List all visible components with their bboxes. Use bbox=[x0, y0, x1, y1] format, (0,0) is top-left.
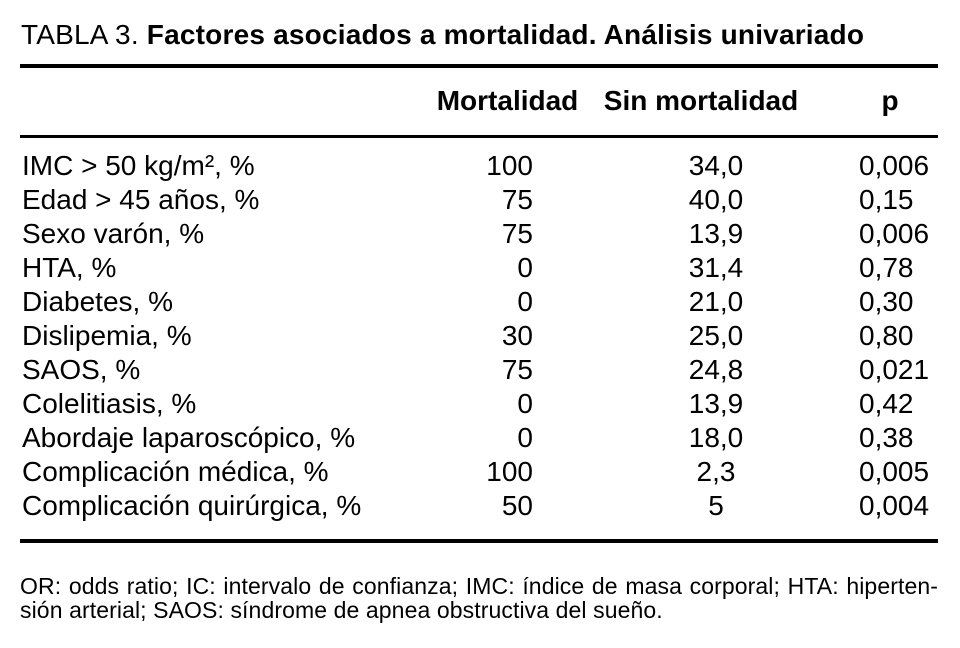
p-value-cell: 0,004 bbox=[859, 490, 930, 521]
factor-cell: Edad > 45 años, % bbox=[22, 184, 260, 215]
table-number: TABLA 3. bbox=[21, 19, 139, 50]
factor-cell: HTA, % bbox=[22, 252, 117, 283]
p-value-cell: 0,42 bbox=[859, 388, 914, 419]
table-row: Diabetes, % 0 21,0 0,30 bbox=[20, 285, 938, 319]
factor-cell: Complicación médica, % bbox=[22, 456, 329, 487]
p-value-cell: 0,78 bbox=[859, 252, 914, 283]
footnote-line-2: sión arterial; SAOS: síndrome de apnea o… bbox=[20, 597, 663, 623]
table-footnote: OR: odds ratio; IC: intervalo de confian… bbox=[20, 574, 938, 622]
sin-mortalidad-cell: 24,8 bbox=[688, 354, 744, 385]
mortalidad-cell: 0 bbox=[517, 252, 533, 283]
mortalidad-cell: 0 bbox=[517, 422, 533, 453]
sin-mortalidad-cell: 21,0 bbox=[688, 286, 744, 317]
footnote-line-1: OR: odds ratio; IC: intervalo de confian… bbox=[20, 573, 938, 599]
factor-cell: Colelitiasis, % bbox=[22, 388, 197, 419]
table-title-text: Factores asociados a mortalidad. Análisi… bbox=[146, 19, 865, 50]
sin-mortalidad-cell: 31,4 bbox=[688, 252, 744, 283]
header-mortalidad: Mortalidad bbox=[425, 66, 590, 138]
factor-cell: SAOS, % bbox=[22, 354, 141, 385]
p-value-cell: 0,30 bbox=[859, 286, 914, 317]
factor-cell: IMC > 50 kg/m², % bbox=[22, 150, 255, 181]
p-value-cell: 0,006 bbox=[859, 150, 930, 181]
table-row: HTA, % 0 31,4 0,78 bbox=[20, 251, 938, 285]
table-row: Dislipemia, % 30 25,0 0,80 bbox=[20, 319, 938, 353]
mortalidad-cell: 75 bbox=[501, 184, 533, 215]
mortalidad-cell: 50 bbox=[501, 490, 533, 521]
table-header: Mortalidad Sin mortalidad p bbox=[20, 66, 938, 138]
mortalidad-cell: 75 bbox=[501, 218, 533, 249]
sin-mortalidad-cell: 25,0 bbox=[688, 320, 744, 351]
sin-mortalidad-cell: 40,0 bbox=[688, 184, 744, 215]
table-body: IMC > 50 kg/m², % 100 34,0 0,006 Edad > … bbox=[20, 137, 938, 542]
header-sin-mortalidad: Sin mortalidad bbox=[590, 66, 812, 138]
table-row: Complicación quirúrgica, % 50 5 0,004 bbox=[20, 489, 938, 541]
header-p-value: p bbox=[812, 66, 938, 138]
table-row: Colelitiasis, % 0 13,9 0,42 bbox=[20, 387, 938, 421]
table-row: IMC > 50 kg/m², % 100 34,0 0,006 bbox=[20, 137, 938, 184]
mortalidad-cell: 75 bbox=[501, 354, 533, 385]
sin-mortalidad-cell: 13,9 bbox=[688, 388, 744, 419]
sin-mortalidad-cell: 18,0 bbox=[688, 422, 744, 453]
table-row: Sexo varón, % 75 13,9 0,006 bbox=[20, 217, 938, 251]
factor-cell: Dislipemia, % bbox=[22, 320, 192, 351]
table-row: Edad > 45 años, % 75 40,0 0,15 bbox=[20, 183, 938, 217]
p-value-cell: 0,15 bbox=[859, 184, 914, 215]
mortalidad-cell: 100 bbox=[486, 150, 533, 181]
mortalidad-cell: 100 bbox=[486, 456, 533, 487]
factor-cell: Abordaje laparoscópico, % bbox=[22, 422, 356, 453]
factor-cell: Sexo varón, % bbox=[22, 218, 205, 249]
p-value-cell: 0,38 bbox=[859, 422, 914, 453]
sin-mortalidad-cell: 34,0 bbox=[688, 150, 744, 181]
header-row: Mortalidad Sin mortalidad p bbox=[20, 66, 938, 138]
factor-cell: Diabetes, % bbox=[22, 286, 173, 317]
factor-cell: Complicación quirúrgica, % bbox=[22, 490, 362, 521]
mortalidad-cell: 0 bbox=[517, 388, 533, 419]
table-row: SAOS, % 75 24,8 0,021 bbox=[20, 353, 938, 387]
mortalidad-cell: 30 bbox=[501, 320, 533, 351]
sin-mortalidad-cell: 13,9 bbox=[688, 218, 744, 249]
table-row: Complicación médica, % 100 2,3 0,005 bbox=[20, 455, 938, 489]
p-value-cell: 0,80 bbox=[859, 320, 914, 351]
sin-mortalidad-cell: 5 bbox=[708, 490, 724, 521]
p-value-cell: 0,021 bbox=[859, 354, 930, 385]
p-value-cell: 0,005 bbox=[859, 456, 930, 487]
sin-mortalidad-cell: 2,3 bbox=[696, 456, 736, 487]
header-factor bbox=[20, 66, 425, 138]
table-title: TABLA 3. Factores asociados a mortalidad… bbox=[21, 18, 960, 51]
p-value-cell: 0,006 bbox=[859, 218, 930, 249]
univariate-analysis-table: Mortalidad Sin mortalidad p IMC > 50 kg/… bbox=[20, 64, 938, 543]
table-row: Abordaje laparoscópico, % 0 18,0 0,38 bbox=[20, 421, 938, 455]
mortalidad-cell: 0 bbox=[517, 286, 533, 317]
